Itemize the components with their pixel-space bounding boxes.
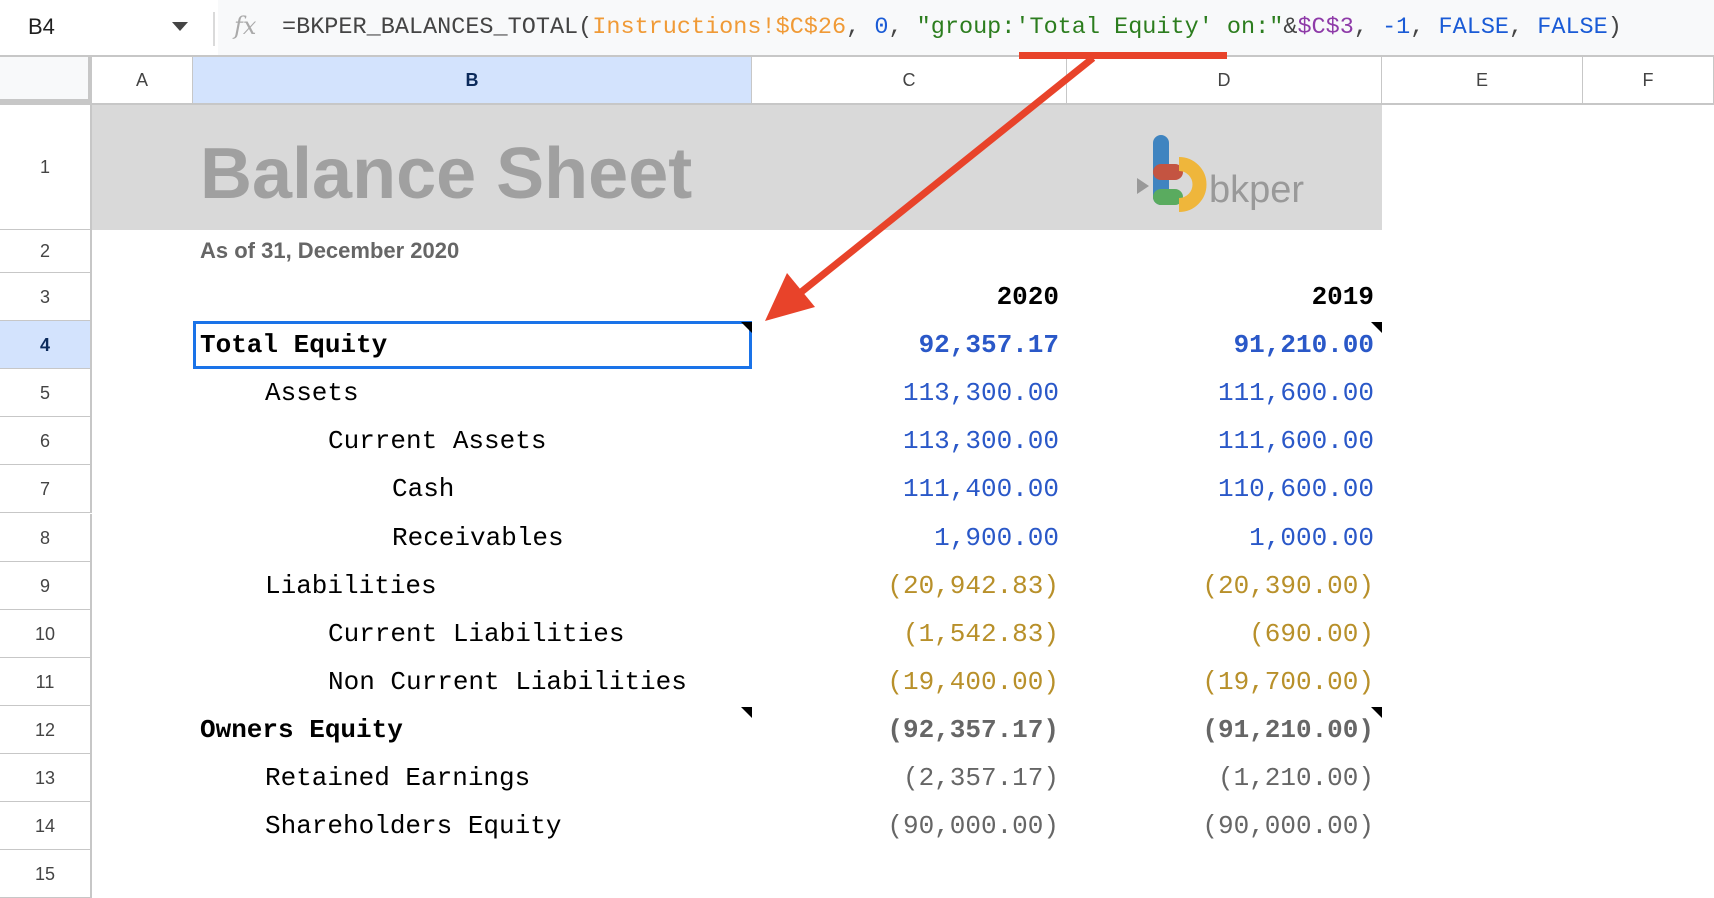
formula-token: & bbox=[1283, 14, 1298, 41]
line-label[interactable]: Total Equity bbox=[200, 330, 388, 361]
line-label[interactable]: Non Current Liabilities bbox=[328, 666, 687, 697]
fx-icon: fx bbox=[218, 0, 270, 55]
row-header-4[interactable]: 4 bbox=[0, 321, 92, 370]
line-label[interactable]: Owners Equity bbox=[200, 714, 403, 745]
line-label[interactable]: Current Assets bbox=[328, 426, 547, 457]
note-indicator-icon[interactable] bbox=[741, 322, 752, 333]
line-label[interactable]: Assets bbox=[265, 378, 359, 409]
formula-token: , bbox=[1410, 14, 1439, 41]
year-header-2020[interactable]: 2020 bbox=[996, 282, 1059, 312]
value-2020[interactable]: 111,400.00 bbox=[902, 474, 1059, 505]
value-2020[interactable]: 92,357.17 bbox=[918, 330, 1059, 361]
row-header-8[interactable]: 8 bbox=[0, 513, 92, 562]
line-label[interactable]: Shareholders Equity bbox=[265, 811, 562, 842]
row-header-2[interactable]: 2 bbox=[0, 230, 92, 273]
formula-token: =BKPER_BALANCES_TOTAL( bbox=[282, 14, 593, 41]
value-2019[interactable]: 1,000.00 bbox=[1249, 522, 1374, 553]
value-2020[interactable]: (90,000.00) bbox=[887, 811, 1059, 842]
value-2019[interactable]: 110,600.00 bbox=[1217, 474, 1374, 505]
value-2019[interactable]: 91,210.00 bbox=[1233, 330, 1374, 361]
row-header-11[interactable]: 11 bbox=[0, 657, 92, 706]
row-header-14[interactable]: 14 bbox=[0, 802, 92, 851]
formula-token: "group:'Total Equity' on:" bbox=[916, 14, 1284, 41]
value-2019[interactable]: 111,600.00 bbox=[1217, 378, 1374, 409]
column-header-d[interactable]: D bbox=[1067, 57, 1382, 103]
svg-text:bkper: bkper bbox=[1209, 169, 1304, 211]
formula-input[interactable]: =BKPER_BALANCES_TOTAL(Instructions!$C$26… bbox=[282, 14, 1622, 41]
sheet-subtitle: As of 31, December 2020 bbox=[200, 238, 460, 263]
bkper-logo: bkper bbox=[1137, 135, 1304, 212]
value-2019[interactable]: (90,000.00) bbox=[1202, 811, 1374, 842]
line-label[interactable]: Liabilities bbox=[265, 570, 437, 601]
selected-cell-b4[interactable] bbox=[193, 321, 752, 369]
formula-token: ) bbox=[1607, 14, 1622, 41]
value-2019[interactable]: (690.00) bbox=[1249, 618, 1374, 649]
value-2020[interactable]: 113,300.00 bbox=[902, 426, 1059, 457]
note-indicator-icon[interactable] bbox=[1371, 707, 1382, 718]
name-box[interactable]: B4 bbox=[28, 14, 55, 39]
column-header-c[interactable]: C bbox=[752, 57, 1067, 103]
value-2020[interactable]: (92,357.17) bbox=[887, 714, 1059, 745]
note-indicator-icon[interactable] bbox=[741, 707, 752, 718]
formula-bar: B4 fx =BKPER_BALANCES_TOTAL(Instructions… bbox=[0, 0, 1714, 57]
column-header-e[interactable]: E bbox=[1382, 57, 1583, 103]
column-header-b[interactable]: B bbox=[193, 57, 752, 103]
note-indicator-icon[interactable] bbox=[1371, 322, 1382, 333]
column-header-f[interactable]: F bbox=[1583, 57, 1714, 103]
value-2020[interactable]: 1,900.00 bbox=[934, 522, 1059, 553]
formula-token: $C$3 bbox=[1297, 14, 1354, 41]
row-header-13[interactable]: 13 bbox=[0, 754, 92, 803]
row-header-15[interactable]: 15 bbox=[0, 850, 92, 898]
formula-token: 0 bbox=[874, 14, 889, 41]
value-2019[interactable]: (91,210.00) bbox=[1202, 714, 1374, 745]
line-label[interactable]: Receivables bbox=[392, 522, 564, 553]
row-header-5[interactable]: 5 bbox=[0, 369, 92, 418]
value-2019[interactable]: (1,210.00) bbox=[1217, 763, 1374, 793]
formula-token: Instructions!$C$26 bbox=[592, 14, 847, 41]
value-2019[interactable]: 111,600.00 bbox=[1217, 426, 1374, 457]
value-2020[interactable]: (20,942.83) bbox=[887, 570, 1059, 601]
year-header-2019[interactable]: 2019 bbox=[1311, 282, 1374, 312]
value-2020[interactable]: (19,400.00) bbox=[887, 666, 1059, 697]
row-header-12[interactable]: 12 bbox=[0, 705, 92, 754]
title-band: bkper bbox=[92, 105, 1382, 230]
line-label[interactable]: Cash bbox=[392, 474, 455, 505]
row-header-10[interactable]: 10 bbox=[0, 609, 92, 658]
row-header-7[interactable]: 7 bbox=[0, 465, 92, 514]
formula-token: , bbox=[1353, 14, 1383, 41]
divider bbox=[213, 12, 215, 46]
formula-input-area[interactable] bbox=[218, 0, 1714, 55]
select-all-corner[interactable] bbox=[0, 57, 92, 103]
value-2020[interactable]: (1,542.83) bbox=[902, 618, 1059, 649]
value-2020[interactable]: 113,300.00 bbox=[902, 378, 1059, 409]
formula-token: FALSE bbox=[1438, 14, 1510, 41]
value-2019[interactable]: (20,390.00) bbox=[1202, 570, 1374, 601]
formula-token: -1 bbox=[1382, 14, 1411, 41]
row-header-3[interactable]: 3 bbox=[0, 273, 92, 322]
line-label[interactable]: Current Liabilities bbox=[328, 618, 625, 649]
formula-token: , bbox=[888, 14, 917, 41]
formula-token: , bbox=[846, 14, 875, 41]
formula-token: FALSE bbox=[1537, 14, 1608, 41]
value-2020[interactable]: (2,357.17) bbox=[902, 763, 1059, 793]
value-2019[interactable]: (19,700.00) bbox=[1202, 666, 1374, 697]
column-header-a[interactable]: A bbox=[92, 57, 193, 103]
row-header-9[interactable]: 9 bbox=[0, 561, 92, 610]
sheet-title: Balance Sheet bbox=[200, 134, 693, 214]
row-header-6[interactable]: 6 bbox=[0, 417, 92, 466]
row-header-1[interactable]: 1 bbox=[0, 105, 92, 230]
line-label[interactable]: Retained Earnings bbox=[265, 763, 531, 793]
formula-token: , bbox=[1509, 14, 1538, 41]
name-box-dropdown-icon[interactable] bbox=[172, 22, 188, 31]
